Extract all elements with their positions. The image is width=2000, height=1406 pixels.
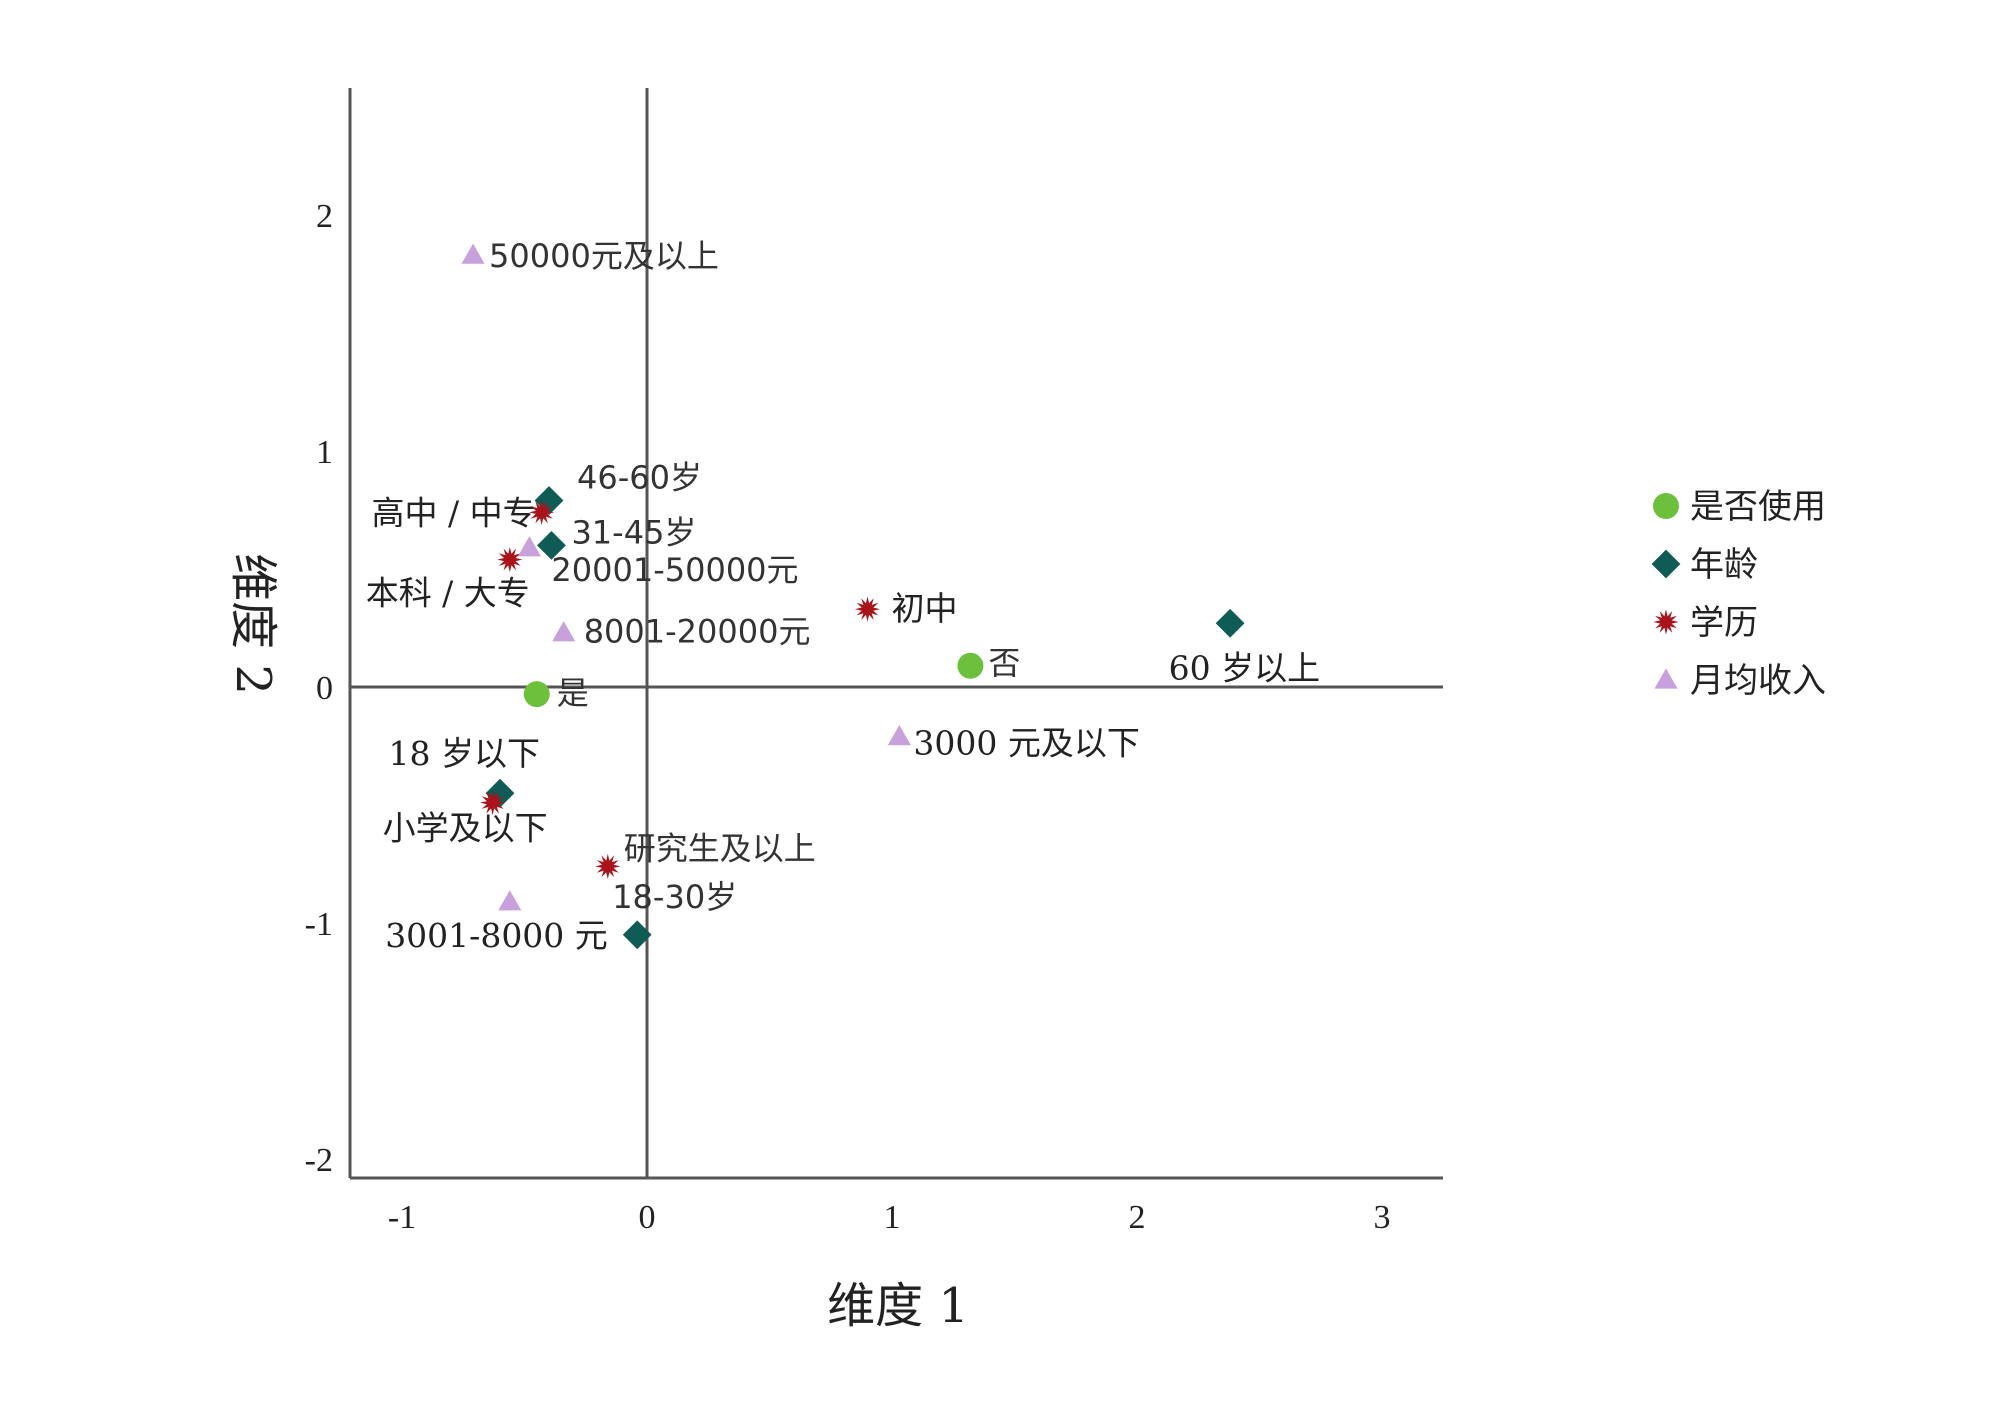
point-label: 50000元及以上 — [489, 237, 719, 275]
star-point — [480, 790, 506, 816]
triangle-point — [552, 621, 576, 642]
data-points — [461, 243, 1245, 950]
legend-diamond-marker — [1651, 549, 1681, 579]
y-tick-label: -1 — [305, 906, 333, 943]
star-point — [595, 853, 621, 879]
legend-label: 是否使用 — [1690, 487, 1826, 527]
legend-label: 月均收入 — [1690, 661, 1826, 701]
legend-circle-marker — [1653, 493, 1679, 519]
y-tick-label: 0 — [316, 670, 333, 707]
point-label: 高中 / 中专 — [372, 493, 536, 532]
legend-item: 学历 — [1653, 603, 1758, 643]
circle-point — [957, 652, 984, 679]
triangle-point — [461, 243, 485, 264]
star-point — [497, 547, 523, 573]
triangle-point — [887, 725, 911, 746]
y-axis-title: 维度 2 — [225, 553, 281, 695]
circle-point — [523, 681, 550, 708]
triangle-point — [498, 890, 522, 911]
legend-label: 学历 — [1690, 603, 1758, 643]
point-label: 否 — [988, 644, 1020, 682]
axis-titles: 维度 1 维度 2 — [225, 553, 969, 1334]
legend-star-marker — [1653, 609, 1679, 635]
x-tick-label: 1 — [884, 1199, 901, 1236]
legend-triangle-marker — [1654, 668, 1678, 689]
x-tick-label: 0 — [639, 1199, 656, 1236]
point-label: 是 — [557, 674, 589, 712]
y-tick-label: 1 — [316, 434, 333, 471]
diamond-point — [622, 920, 652, 950]
point-label: 18 岁以下 — [389, 734, 540, 773]
point-label: 本科 / 大专 — [366, 574, 530, 613]
point-label: 研究生及以上 — [624, 829, 816, 867]
triangle-point — [517, 536, 541, 557]
diamond-point — [1215, 608, 1245, 638]
x-tick-label: 3 — [1374, 1199, 1391, 1236]
point-label: 初中 — [892, 589, 958, 628]
point-label: 3001-8000 元 — [385, 916, 608, 955]
x-axis-title: 维度 1 — [827, 1278, 969, 1334]
point-label: 60 岁以上 — [1169, 648, 1320, 687]
legend-item: 是否使用 — [1653, 487, 1826, 527]
point-label: 31-45岁 — [571, 513, 696, 551]
y-tick-label: 2 — [316, 198, 333, 235]
y-tick-label: -2 — [305, 1142, 333, 1179]
point-label: 18-30岁 — [612, 878, 737, 916]
point-labels: 是 否 46-60岁 31-45岁 60 岁以上 18 岁以下 18-30岁 高中 / 中专本… — [366, 237, 1320, 955]
point-label: 20001-50000元 — [551, 551, 798, 589]
star-point — [529, 499, 555, 525]
legend-item: 月均收入 — [1654, 661, 1826, 701]
x-tick-label: 2 — [1129, 1199, 1146, 1236]
point-label: 小学及以下 — [383, 809, 548, 848]
point-label: 3000 元及以下 — [913, 724, 1139, 763]
tick-labels: -1 0 1 2 3 2 1 0 -1 -2 — [305, 198, 1391, 1236]
x-tick-label: -1 — [388, 1199, 416, 1236]
point-label: 8001-20000元 — [584, 613, 811, 651]
legend-label: 年龄 — [1690, 545, 1758, 585]
legend-item: 年龄 — [1651, 545, 1758, 585]
star-point — [854, 596, 881, 622]
point-label: 46-60岁 — [577, 459, 702, 497]
diamond-point — [537, 531, 566, 560]
